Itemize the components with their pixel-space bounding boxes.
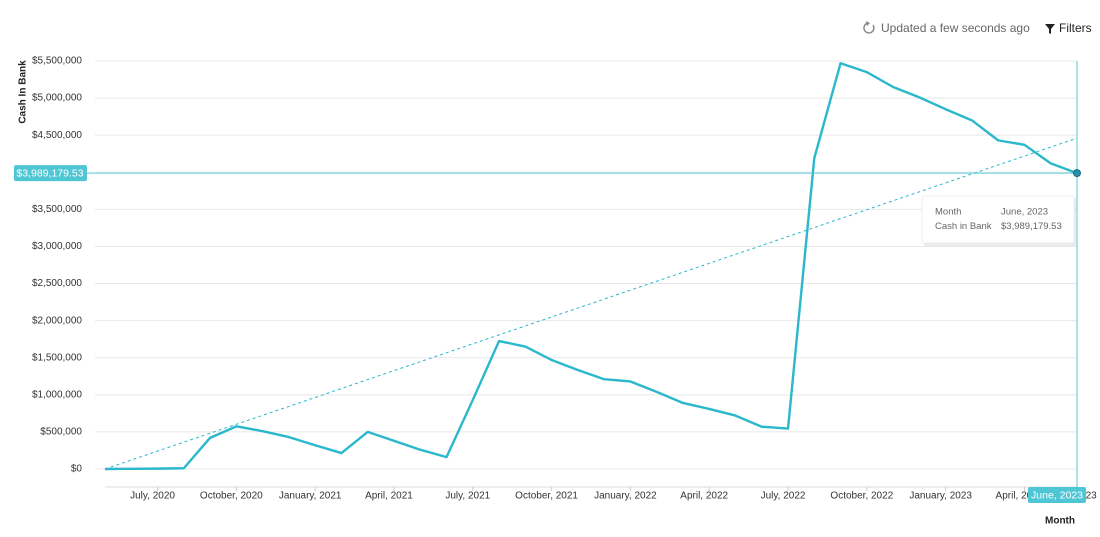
x-tick-label: April, 2021 [365,491,413,502]
y-tick-label: $1,000,000 [32,389,82,400]
x-tick-label: January, 2023 [909,491,972,502]
x-tick-label: January, 2022 [594,491,657,502]
x-tick-label: April, 2022 [680,491,728,502]
y-tick-label: $3,500,000 [32,204,82,215]
y-tick-label: $5,500,000 [32,56,82,67]
y-tick-label: $2,000,000 [32,315,82,326]
data-line [104,62,1078,471]
crosshair-x-label: June, 2023 [1031,489,1083,501]
y-axis-label: Cash In Bank [18,60,29,124]
refresh-arrow [866,21,870,26]
tooltip-key: Cash in Bank [935,221,992,232]
refresh-icon[interactable] [863,21,875,34]
y-tick-label: $2,500,000 [32,278,82,289]
crosshair-y-label: $3,989,179.53 [16,167,83,179]
x-tick-label: October, 2020 [200,491,263,502]
filters-button[interactable]: Filters [1059,21,1092,35]
highlight-point [1073,169,1081,178]
y-tick-label: $500,000 [40,427,82,438]
tooltip-value: $3,989,179.53 [1001,221,1062,232]
tooltip-key: Month [935,207,961,218]
x-tick-label: July, 2020 [130,491,175,502]
y-tick-label: $5,000,000 [32,93,82,104]
x-tick-label: October, 2022 [830,491,893,502]
filter-icon[interactable] [1045,24,1055,34]
x-tick-label: July, 2021 [445,491,490,502]
x-tick-label: July, 2022 [761,491,806,502]
x-tick-label: January, 2021 [279,491,342,502]
y-tick-label: $3,000,000 [32,241,82,252]
x-axis-label: Month [1045,516,1075,527]
y-tick-label: $1,500,000 [32,352,82,363]
tooltip-value: June, 2023 [1001,207,1048,218]
x-tick-label: October, 2021 [515,491,578,502]
updated-text: Updated a few seconds ago [881,21,1030,35]
tooltip: Month June, 2023 Cash in Bank $3,989,179.53 [921,195,1076,246]
refresh-arc [863,22,875,34]
y-tick-label: $4,500,000 [32,130,82,141]
crosshair-x-label-box [1028,487,1086,503]
crosshair-y-label-box [14,165,87,182]
x-tick-label: April, 2023 [996,491,1044,502]
y-tick-label: $0 [71,464,83,475]
tooltip-box [921,195,1075,244]
trend-line [104,137,1078,470]
